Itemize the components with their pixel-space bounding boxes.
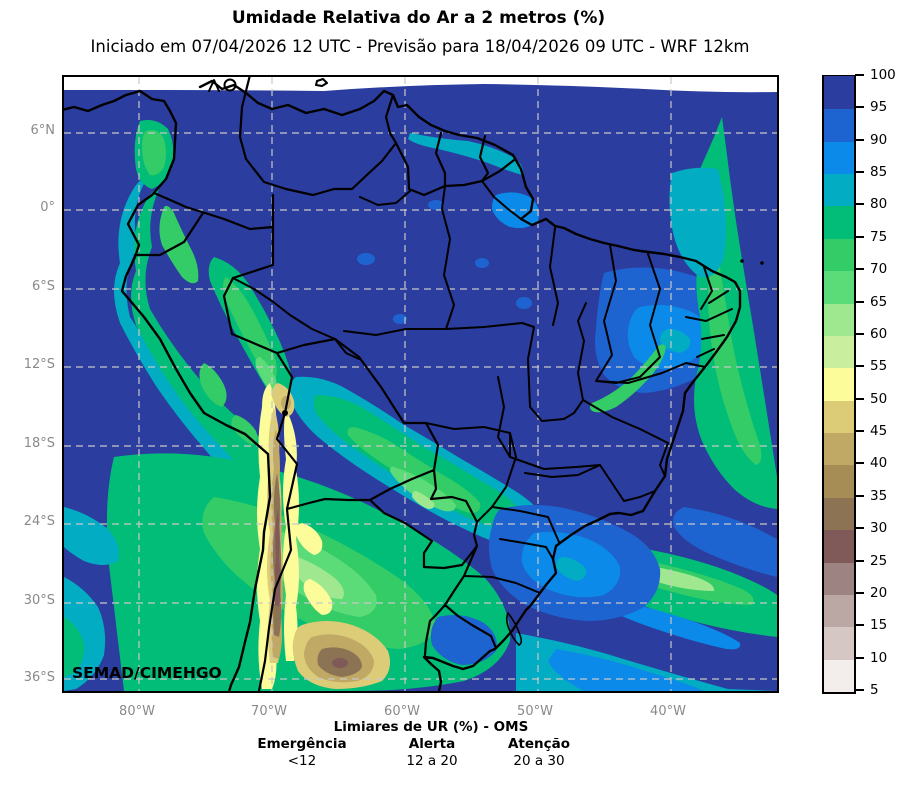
lon-label-70°W: 70°W (251, 704, 287, 719)
colorbar-segment-95-100 (824, 76, 854, 110)
colorbar-ticklabel-75: 75 (870, 228, 888, 245)
colorbar-segment-70-75 (824, 238, 854, 272)
page-title: Umidade Relativa do Ar a 2 metros (%) (231, 8, 606, 28)
map-canvas: SEMAD/CIMEHGO (62, 75, 779, 693)
domain-edge-whiteband (64, 77, 777, 93)
colorbar-tickmark-90 (855, 138, 864, 141)
thresholds-title: Limiares de UR (%) - OMS (333, 719, 529, 735)
colorbar-ticklabel-40: 40 (870, 455, 888, 472)
colorbar-ticks: 5 10 15 20 25 30 35 40 45 50 55 60 65 70 75 80 85 90 95 100 (822, 67, 912, 698)
colorbar-ticklabel-15: 15 (870, 617, 888, 634)
colorbar-tickmark-80 (855, 203, 864, 206)
colorbar-tickmark-45 (855, 430, 864, 433)
threshold-label-alerta: Alerta (408, 736, 456, 752)
lon-label-50°W: 50°W (517, 704, 553, 719)
lat-label-0°: 0° (40, 200, 55, 215)
colorbar-tickmark-75 (855, 235, 864, 238)
colorbar-tickmark-60 (855, 332, 864, 335)
colorbar-tickmark-25 (855, 559, 864, 562)
colorbar-segment-40-45 (824, 432, 854, 466)
lat-label-6°N: 6°N (30, 123, 56, 138)
colorbar-tickmark-85 (855, 171, 864, 174)
colorbar-ticklabel-20: 20 (870, 584, 888, 601)
coastline (64, 89, 272, 691)
colorbar-segment-60-65 (824, 303, 854, 336)
colorbar-ticklabel-35: 35 (870, 487, 888, 504)
colorbar-tickmark-95 (855, 106, 864, 109)
colorbar-ticklabel-25: 25 (870, 552, 888, 569)
colorbar-ticklabel-45: 45 (870, 423, 888, 440)
colorbar-ticklabel-50: 50 (870, 390, 888, 407)
map-svg: SEMAD/CIMEHGO (64, 77, 777, 691)
colorbar-tickmark-100 (855, 74, 864, 76)
threshold-range-atencao: 20 a 30 (513, 753, 565, 769)
island-dot-2 (760, 261, 764, 265)
state-borders (232, 180, 733, 594)
colorbar-tickmark-55 (855, 365, 864, 368)
colorbar-segment-45-50 (824, 400, 854, 434)
colorbar-ticklabel-10: 10 (870, 649, 888, 666)
colorbar-segment-30-35 (824, 497, 854, 531)
island-dot-1 (740, 259, 744, 263)
lagoon-outline (505, 612, 523, 646)
colorbar-ticklabel-70: 70 (870, 261, 888, 278)
colorbar-ticklabel-5: 5 (870, 682, 879, 698)
colorbar-ticklabel-65: 65 (870, 293, 888, 310)
lat-label-18°S: 18°S (23, 436, 55, 451)
colorbar-segment-20-25 (824, 561, 854, 595)
colorbar-ticklabel-60: 60 (870, 325, 888, 342)
political-borders (64, 77, 764, 691)
colorbar-tickmark-10 (855, 656, 864, 659)
colorbar-segment-50-55 (824, 367, 854, 401)
colorbar-tickmark-50 (855, 397, 864, 400)
colorbar-ticklabel-55: 55 (870, 358, 888, 375)
colorbar-tickmark-35 (855, 494, 864, 497)
islands-north (208, 78, 328, 92)
map-watermark: SEMAD/CIMEHGO (72, 664, 222, 682)
threshold-label-atencao: Atenção (507, 736, 571, 752)
colorbar-segment-55-60 (824, 335, 854, 369)
colorbar-tickmark-30 (855, 527, 864, 530)
lon-label-60°W: 60°W (384, 704, 420, 719)
colorbar-tickmark-40 (855, 462, 864, 465)
colorbar-segment-15-20 (824, 594, 854, 628)
threshold-range-emergencia: <12 (287, 753, 317, 769)
lake-titicaca (282, 410, 288, 416)
colorbar-segment-75-80 (824, 205, 854, 239)
colorbar-segment-35-40 (824, 464, 854, 498)
lat-label-6°S: 6°S (31, 279, 55, 294)
colorbar-segment-10-15 (824, 626, 854, 660)
lon-label-40°W: 40°W (650, 704, 686, 719)
lat-label-12°S: 12°S (23, 357, 55, 372)
colorbar-ticklabel-85: 85 (870, 164, 888, 181)
lon-label-80°W: 80°W (119, 704, 155, 719)
lake-maracaibo (223, 78, 237, 92)
colorbar-ticklabel-95: 95 (870, 99, 888, 116)
colorbar-ticklabel-80: 80 (870, 196, 888, 213)
lat-label-24°S: 24°S (23, 514, 55, 529)
threshold-label-emergencia: Emergência (257, 736, 347, 752)
page-subtitle: Iniciado em 07/04/2026 12 UTC - Previsão… (90, 37, 750, 56)
colorbar-ticklabel-90: 90 (870, 131, 888, 148)
colorbar-segment-85-90 (824, 141, 854, 175)
threshold-range-alerta: 12 a 20 (406, 753, 458, 769)
gridlines (64, 77, 777, 691)
colorbar-segment-65-70 (824, 270, 854, 304)
colorbar-segment-25-30 (824, 529, 854, 563)
lat-label-36°S: 36°S (23, 670, 55, 685)
colorbar-tickmark-70 (855, 268, 864, 271)
colorbar-tickmark-15 (855, 624, 864, 627)
colorbar-ticklabel-30: 30 (870, 520, 888, 537)
colorbar-segment-5-10 (824, 659, 854, 692)
colorbar-tickmark-65 (855, 300, 864, 303)
colorbar-ticklabel-100: 100 (870, 67, 896, 83)
colorbar-segment-90-95 (824, 108, 854, 142)
colorbar-tickmark-5 (855, 689, 864, 691)
colorbar (822, 75, 856, 694)
colorbar-tickmark-20 (855, 591, 864, 594)
lat-label-30°S: 30°S (23, 593, 55, 608)
colorbar-segment-80-85 (824, 173, 854, 207)
